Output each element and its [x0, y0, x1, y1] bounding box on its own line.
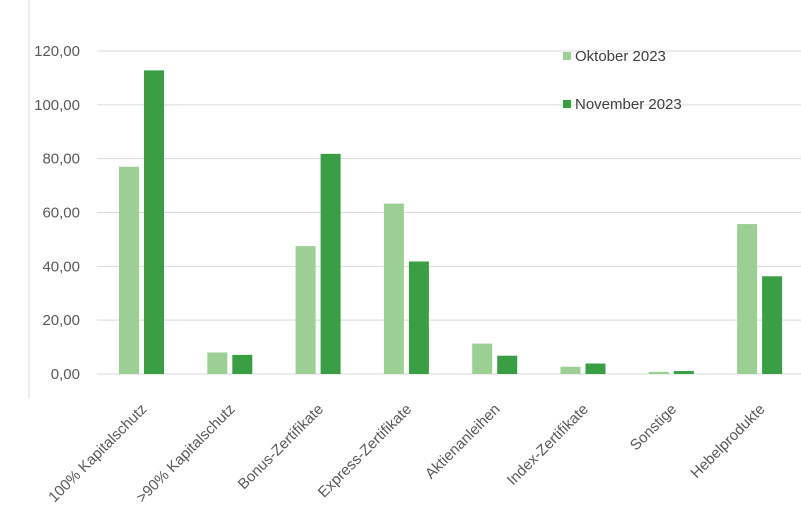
y-tick-label: 40,00: [42, 258, 80, 275]
legend: Oktober 2023 November 2023: [563, 48, 682, 113]
y-tick-label: 100,00: [34, 97, 80, 114]
bar-november-5: [585, 363, 606, 374]
x-tick-label: Sonstige: [627, 401, 680, 454]
y-tick-label: 0,00: [51, 366, 80, 383]
y-tick-label: 60,00: [42, 205, 80, 222]
legend-swatch: [563, 52, 571, 60]
y-axis-ticks: 0,00 20,00 40,00 60,00 80,00 100,00 120,00: [34, 43, 80, 383]
x-tick-label: >90% Kapitalschutz: [133, 401, 238, 506]
x-tick-label: Express-Zertifikate: [315, 401, 415, 501]
bar-november-0: [144, 70, 164, 374]
y-tick-label: 80,00: [42, 151, 80, 168]
bar-november-4: [497, 355, 518, 374]
bar-november-7: [762, 276, 783, 374]
x-axis-ticks: 100% Kapitalschutz>90% KapitalschutzBonu…: [45, 401, 768, 506]
y-tick-label: 120,00: [34, 43, 80, 60]
bar-november-2: [320, 153, 341, 374]
bar-november-6: [673, 371, 694, 374]
bar-oktober-5: [560, 366, 581, 374]
x-tick-label: Hebelprodukte: [687, 401, 768, 482]
bar-oktober-2: [295, 246, 316, 374]
bar-oktober-7: [737, 224, 758, 374]
legend-label: Oktober 2023: [575, 48, 666, 65]
bars: [119, 70, 783, 374]
bar-november-1: [232, 354, 253, 374]
legend-label: November 2023: [575, 96, 682, 113]
bar-oktober-0: [119, 166, 139, 374]
x-tick-label: Aktienanleihen: [422, 401, 504, 483]
y-tick-label: 20,00: [42, 312, 80, 329]
bar-oktober-6: [648, 371, 669, 374]
gridlines: [97, 50, 801, 375]
legend-swatch: [563, 100, 571, 108]
x-tick-label: Bonus-Zertifikate: [235, 401, 327, 493]
x-tick-label: 100% Kapitalschutz: [45, 401, 150, 506]
bar-oktober-4: [472, 343, 493, 374]
x-tick-label: Index-Zertifikate: [504, 401, 592, 489]
bar-oktober-3: [383, 203, 404, 374]
bar-november-3: [408, 261, 429, 374]
bar-oktober-1: [207, 352, 228, 374]
